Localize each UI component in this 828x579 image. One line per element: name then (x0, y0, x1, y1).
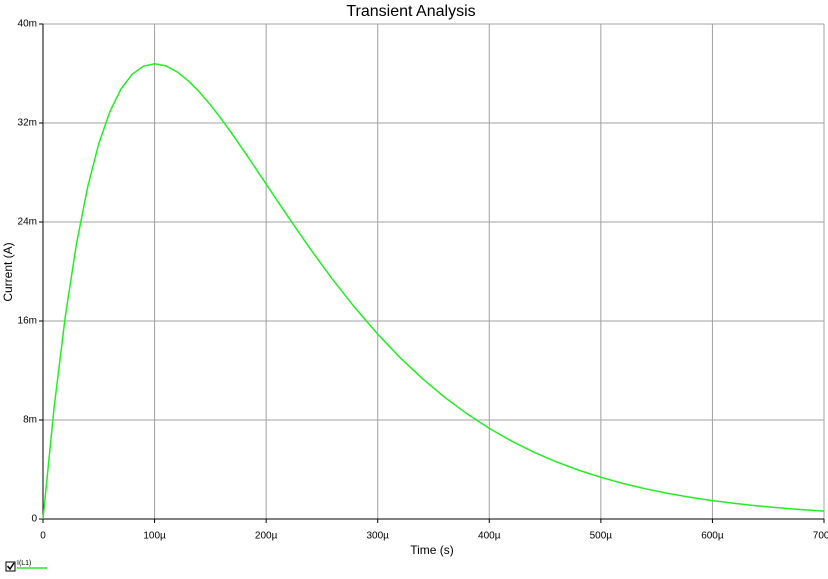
y-tick-label: 8m (23, 415, 37, 426)
x-tick-label: 700µ (813, 531, 828, 542)
legend-label: I(L1) (17, 560, 31, 567)
y-tick-label: 40m (18, 19, 37, 30)
x-tick-label: 600µ (701, 531, 724, 542)
y-axis-label: Current (A) (1, 242, 15, 301)
y-tick-label: 24m (18, 217, 37, 228)
y-tick-label: 0 (31, 514, 37, 525)
legend-check (6, 562, 15, 571)
x-tick-label: 0 (40, 531, 46, 542)
x-tick-label: 100µ (143, 531, 166, 542)
series-line (42, 62, 825, 520)
chart-title: Transient Analysis (346, 3, 475, 20)
x-tick-label: 300µ (366, 531, 389, 542)
legend-checkbox[interactable] (5, 561, 16, 572)
x-tick-label: 500µ (590, 531, 613, 542)
y-tick-label: 16m (18, 316, 37, 327)
y-tick-label: 32m (18, 118, 37, 129)
x-tick-label: 400µ (478, 531, 501, 542)
x-tick-label: 200µ (255, 531, 278, 542)
x-axis-label: Time (s) (410, 543, 454, 557)
